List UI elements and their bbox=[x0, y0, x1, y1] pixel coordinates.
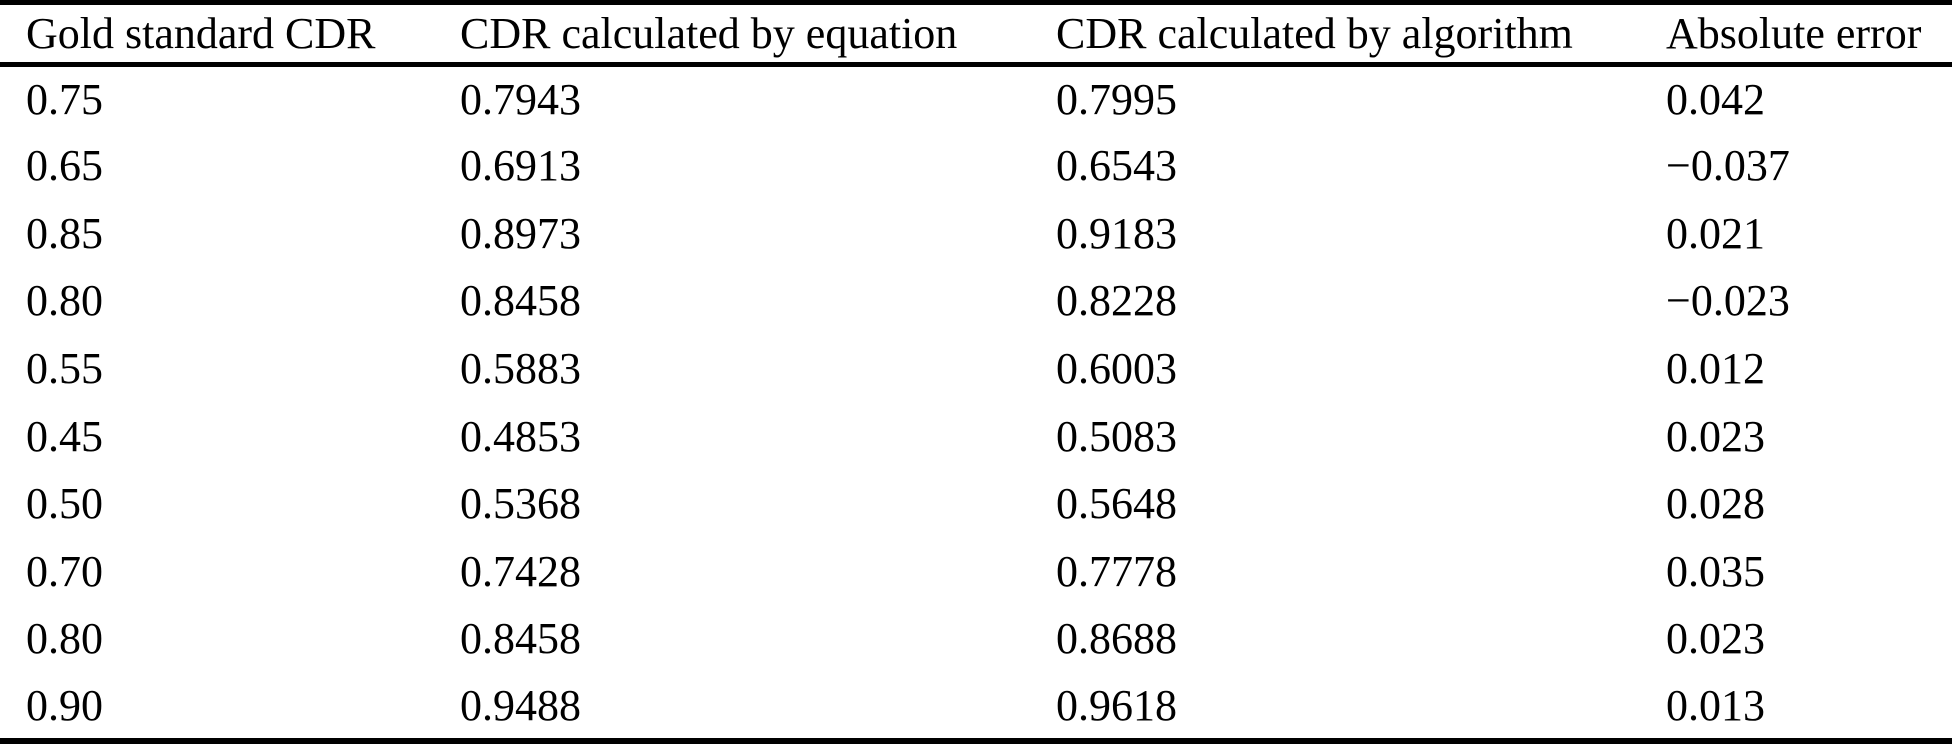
column-header-absolute-error: Absolute error bbox=[1666, 2, 1952, 67]
cell-gold-standard-cdr: 0.50 bbox=[26, 479, 103, 529]
cell-gold-standard-cdr: 0.80 bbox=[26, 614, 103, 664]
cell-absolute-error: 0.021 bbox=[1666, 208, 1765, 258]
cell-cdr-by-algorithm: 0.9618 bbox=[1056, 680, 1177, 730]
table-header: Gold standard CDR CDR calculated by equa… bbox=[0, 2, 1952, 67]
cell-absolute-error: −0.023 bbox=[1666, 276, 1790, 326]
cell-cdr-by-equation: 0.9488 bbox=[460, 680, 581, 730]
column-header-cdr-by-algorithm: CDR calculated by algorithm bbox=[1056, 2, 1666, 67]
cell-cdr-by-algorithm: 0.8688 bbox=[1056, 614, 1177, 664]
table-body: 0.75 0.7943 0.7995 0.042 0.65 0.6913 0.6… bbox=[0, 65, 1952, 742]
cell-gold-standard-cdr: 0.45 bbox=[26, 411, 103, 461]
table-row: 0.65 0.6913 0.6543 −0.037 bbox=[0, 132, 1952, 200]
table-row: 0.50 0.5368 0.5648 0.028 bbox=[0, 470, 1952, 538]
cell-absolute-error: 0.012 bbox=[1666, 343, 1765, 393]
table-row: 0.70 0.7428 0.7778 0.035 bbox=[0, 538, 1952, 606]
table-row: 0.80 0.8458 0.8228 −0.023 bbox=[0, 267, 1952, 335]
cell-cdr-by-algorithm: 0.5648 bbox=[1056, 479, 1177, 529]
cell-cdr-by-algorithm: 0.7995 bbox=[1056, 74, 1177, 124]
column-header-gold-standard-cdr: Gold standard CDR bbox=[0, 2, 460, 67]
cell-cdr-by-equation: 0.6913 bbox=[460, 140, 581, 190]
cell-cdr-by-equation: 0.5368 bbox=[460, 479, 581, 529]
cell-gold-standard-cdr: 0.90 bbox=[26, 680, 103, 730]
table-row: 0.75 0.7943 0.7995 0.042 bbox=[0, 65, 1952, 133]
cell-absolute-error: 0.028 bbox=[1666, 479, 1765, 529]
cell-absolute-error: 0.023 bbox=[1666, 411, 1765, 461]
cell-cdr-by-equation: 0.7428 bbox=[460, 546, 581, 596]
cell-gold-standard-cdr: 0.80 bbox=[26, 276, 103, 326]
cell-cdr-by-equation: 0.8973 bbox=[460, 208, 581, 258]
cell-cdr-by-equation: 0.4853 bbox=[460, 411, 581, 461]
cell-gold-standard-cdr: 0.85 bbox=[26, 208, 103, 258]
cell-cdr-by-algorithm: 0.8228 bbox=[1056, 276, 1177, 326]
table-row: 0.90 0.9488 0.9618 0.013 bbox=[0, 673, 1952, 741]
cell-absolute-error: 0.042 bbox=[1666, 74, 1765, 124]
cell-gold-standard-cdr: 0.75 bbox=[26, 74, 103, 124]
table-row: 0.55 0.5883 0.6003 0.012 bbox=[0, 335, 1952, 403]
cell-cdr-by-algorithm: 0.6543 bbox=[1056, 140, 1177, 190]
cell-cdr-by-equation: 0.8458 bbox=[460, 614, 581, 664]
table-row: 0.85 0.8973 0.9183 0.021 bbox=[0, 200, 1952, 268]
cell-absolute-error: 0.023 bbox=[1666, 614, 1765, 664]
cell-absolute-error: −0.037 bbox=[1666, 140, 1790, 190]
cell-cdr-by-equation: 0.7943 bbox=[460, 74, 581, 124]
column-header-cdr-by-equation: CDR calculated by equation bbox=[460, 2, 1056, 67]
cell-cdr-by-algorithm: 0.7778 bbox=[1056, 546, 1177, 596]
cell-cdr-by-equation: 0.5883 bbox=[460, 343, 581, 393]
cell-gold-standard-cdr: 0.55 bbox=[26, 343, 103, 393]
cell-cdr-by-algorithm: 0.6003 bbox=[1056, 343, 1177, 393]
cell-absolute-error: 0.013 bbox=[1666, 680, 1765, 730]
cell-gold-standard-cdr: 0.70 bbox=[26, 546, 103, 596]
cell-absolute-error: 0.035 bbox=[1666, 546, 1765, 596]
table-row: 0.80 0.8458 0.8688 0.023 bbox=[0, 606, 1952, 674]
cell-cdr-by-algorithm: 0.9183 bbox=[1056, 208, 1177, 258]
table-row: 0.45 0.4853 0.5083 0.023 bbox=[0, 403, 1952, 471]
cell-cdr-by-algorithm: 0.5083 bbox=[1056, 411, 1177, 461]
cell-gold-standard-cdr: 0.65 bbox=[26, 140, 103, 190]
cell-cdr-by-equation: 0.8458 bbox=[460, 276, 581, 326]
header-row: Gold standard CDR CDR calculated by equa… bbox=[0, 2, 1952, 67]
